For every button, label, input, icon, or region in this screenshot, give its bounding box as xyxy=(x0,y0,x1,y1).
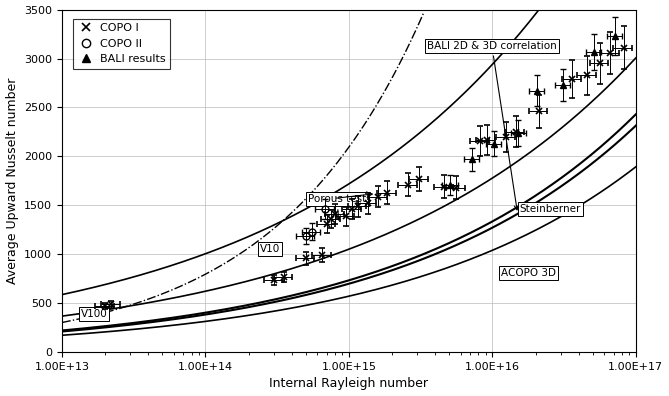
Legend: COPO I, COPO II, BALI results: COPO I, COPO II, BALI results xyxy=(73,19,170,69)
Text: BALI 2D & 3D correlation: BALI 2D & 3D correlation xyxy=(427,41,557,210)
Text: V10: V10 xyxy=(260,244,280,254)
X-axis label: Internal Rayleigh number: Internal Rayleigh number xyxy=(270,377,428,390)
Y-axis label: Average Upward Nusselt number: Average Upward Nusselt number xyxy=(5,78,19,284)
Text: V100: V100 xyxy=(81,309,108,319)
Text: Steinberner: Steinberner xyxy=(520,204,581,214)
Text: Porous test: Porous test xyxy=(308,194,367,220)
Text: ACOPO 3D: ACOPO 3D xyxy=(501,268,556,278)
